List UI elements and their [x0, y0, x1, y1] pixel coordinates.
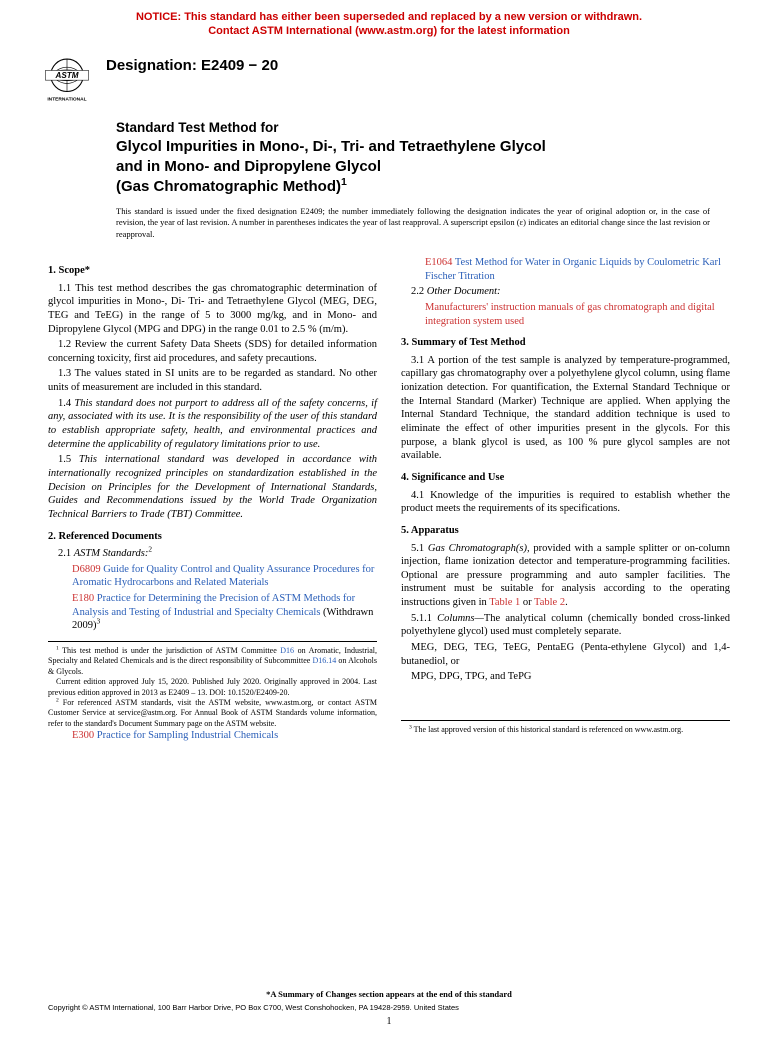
- para-1-3: 1.3 The values stated in SI units are to…: [48, 367, 377, 394]
- title-main: Glycol Impurities in Mono-, Di-, Tri- an…: [116, 137, 730, 198]
- ref-e300[interactable]: E300 Practice for Sampling Industrial Ch…: [48, 729, 377, 743]
- svg-text:INTERNATIONAL: INTERNATIONAL: [47, 96, 86, 102]
- section-1-head: 1. Scope*: [48, 264, 377, 278]
- footnote-1a: 1 This test method is under the jurisdic…: [48, 646, 377, 677]
- section-2-head: 2. Referenced Documents: [48, 530, 377, 544]
- footnote-3: 3 The last approved version of this hist…: [401, 725, 730, 735]
- notice-line2: Contact ASTM International (www.astm.org…: [208, 25, 570, 37]
- body-columns: 1. Scope* 1.1 This test method describes…: [48, 256, 730, 743]
- ref-d6809[interactable]: D6809 Guide for Quality Control and Qual…: [48, 563, 377, 590]
- footnotes-right: 3 The last approved version of this hist…: [401, 720, 730, 735]
- para-1-4: 1.4 This standard does not purport to ad…: [48, 397, 377, 452]
- section-3-head: 3. Summary of Test Method: [401, 336, 730, 350]
- ref-e180[interactable]: E180 Practice for Determining the Precis…: [48, 592, 377, 633]
- summary-note: *A Summary of Changes section appears at…: [48, 989, 730, 999]
- title-block: Standard Test Method for Glycol Impuriti…: [48, 119, 730, 198]
- section-5-head: 5. Apparatus: [401, 524, 730, 538]
- footnote-2: 2 For referenced ASTM standards, visit t…: [48, 698, 377, 729]
- title-line3: (Gas Chromatographic Method): [116, 178, 341, 195]
- para-5-1: 5.1 Gas Chromatograph(s), provided with …: [401, 542, 730, 610]
- para-3-1: 3.1 A portion of the test sample is anal…: [401, 354, 730, 463]
- para-1-2: 1.2 Review the current Safety Data Sheet…: [48, 338, 377, 365]
- page-number: 1: [48, 1016, 730, 1027]
- para-4-1: 4.1 Knowledge of the impurities is requi…: [401, 489, 730, 516]
- sub-2-2: 2.2 Other Document:: [401, 285, 730, 299]
- title-sup: 1: [341, 176, 347, 188]
- notice-banner: NOTICE: This standard has either been su…: [0, 0, 778, 43]
- title-lead: Standard Test Method for: [116, 119, 730, 137]
- title-line1: Glycol Impurities in Mono-, Di-, Tri- an…: [116, 138, 546, 155]
- footer: *A Summary of Changes section appears at…: [48, 989, 730, 1027]
- para-1-1: 1.1 This test method describes the gas c…: [48, 282, 377, 337]
- svg-text:ASTM: ASTM: [55, 71, 79, 80]
- issuance-note: This standard is issued under the fixed …: [48, 206, 730, 240]
- footnote-1b: Current edition approved July 15, 2020. …: [48, 677, 377, 698]
- astm-logo: ASTM INTERNATIONAL: [40, 51, 94, 105]
- title-line2: and in Mono- and Dipropylene Glycol: [116, 158, 381, 175]
- section-4-head: 4. Significance and Use: [401, 471, 730, 485]
- ref-e1064[interactable]: E1064 Test Method for Water in Organic L…: [401, 256, 730, 283]
- content-area: Standard Test Method for Glycol Impuriti…: [0, 105, 778, 743]
- header: ASTM INTERNATIONAL Designation: E2409 − …: [0, 43, 778, 105]
- ref-manufacturers: Manufacturers' instruction manuals of ga…: [401, 301, 730, 328]
- para-5-1-1a: MEG, DEG, TEG, TeEG, PentaEG (Penta-ethy…: [401, 641, 730, 668]
- sub-2-1: 2.1 ASTM Standards:2: [48, 547, 377, 561]
- notice-line1: NOTICE: This standard has either been su…: [136, 11, 642, 23]
- designation: Designation: E2409 − 20: [106, 51, 278, 74]
- para-1-5: 1.5 This international standard was deve…: [48, 453, 377, 521]
- copyright: Copyright © ASTM International, 100 Barr…: [48, 1003, 730, 1012]
- para-5-1-1: 5.1.1 Columns—The analytical column (che…: [401, 612, 730, 639]
- footnotes-left: 1 This test method is under the jurisdic…: [48, 641, 377, 729]
- para-5-1-1b: MPG, DPG, TPG, and TePG: [401, 670, 730, 684]
